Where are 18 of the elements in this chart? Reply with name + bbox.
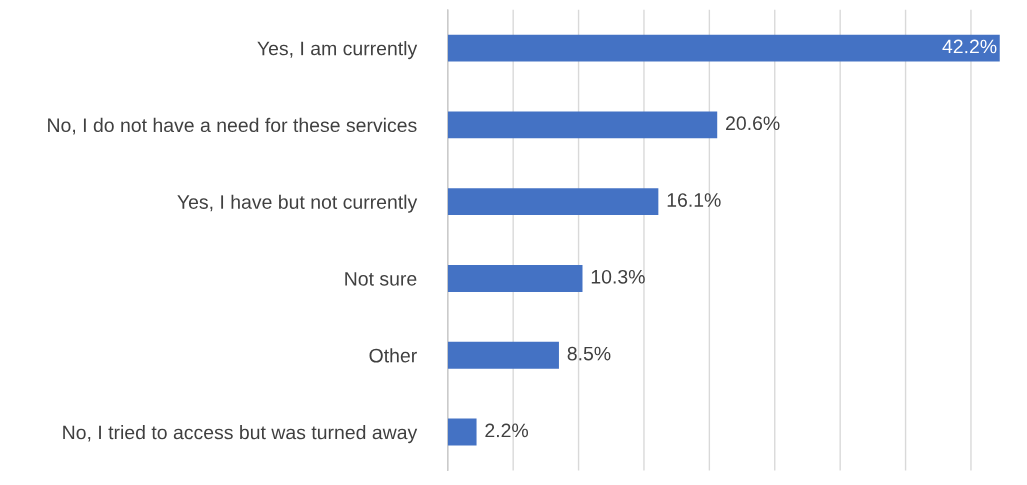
bar [447, 188, 659, 216]
data-label: 10.3% [591, 269, 645, 284]
data-label: 16.1% [667, 193, 721, 207]
y-tick-label: Yes, I am currently [257, 41, 418, 60]
data-label: 8.5% [567, 346, 611, 361]
bar [447, 265, 583, 292]
bar [447, 341, 559, 369]
data-label: 2.2% [485, 423, 529, 438]
bar [447, 34, 1000, 62]
bar [447, 111, 718, 139]
data-label: 20.6% [726, 116, 780, 131]
bar [447, 418, 477, 446]
y-tick-label: Not sure [345, 272, 417, 286]
y-tick-label: No, I do not have a need for these services [48, 117, 417, 135]
y-tick-label: Other [369, 348, 417, 363]
data-label: 42.2% [942, 39, 997, 54]
y-tick-label: Yes, I have but not currently [177, 194, 418, 213]
y-tick-label: No, I tried to access but was turned away [63, 425, 418, 444]
